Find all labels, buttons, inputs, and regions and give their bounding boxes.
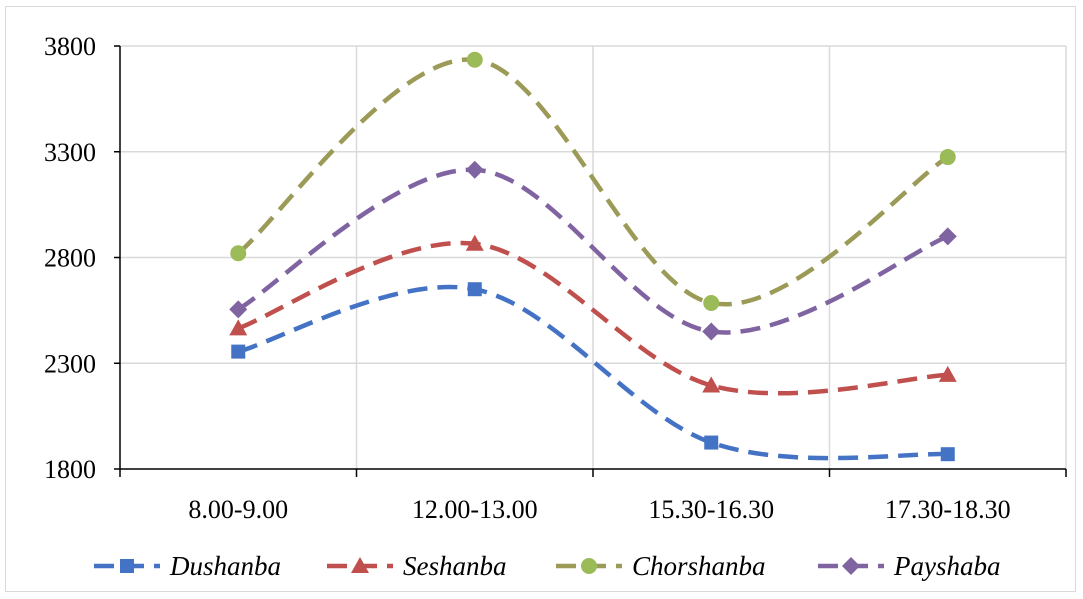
series-line-payshaba xyxy=(237,167,949,335)
data-point-payshaba xyxy=(702,322,721,341)
data-point-chorshanba xyxy=(230,245,247,262)
data-point-seshanba xyxy=(702,376,721,393)
x-tick-labels: 8.00-9.00 12.00-13.00 15.30-16.30 17.30-… xyxy=(188,495,1010,524)
data-point-dushanba xyxy=(467,282,482,297)
legend-marker xyxy=(120,559,134,573)
series-line-chorshanba xyxy=(236,57,949,307)
legend-swatch xyxy=(818,557,884,575)
data-point-payshaba xyxy=(938,227,957,246)
data-point-payshaba xyxy=(465,160,484,179)
data-point-dushanba xyxy=(940,447,955,462)
y-tick-labels: 1800 2300 2800 3300 3800 xyxy=(44,32,96,484)
data-point-dushanba xyxy=(231,344,246,359)
series-lines xyxy=(236,57,949,461)
gridlines xyxy=(120,45,1067,469)
data-point-payshaba xyxy=(229,300,248,319)
legend-item-seshanba: Seshanba xyxy=(327,551,507,581)
legend-marker xyxy=(842,557,860,575)
legend-swatch xyxy=(327,557,393,573)
legend-swatch xyxy=(94,559,160,573)
y-tick-label: 2300 xyxy=(44,349,96,378)
legend-item-dushanba: Dushanba xyxy=(94,551,281,581)
legend-item-payshaba: Payshaba xyxy=(818,551,1000,581)
legend-label: Dushanba xyxy=(169,551,281,581)
data-point-seshanba xyxy=(465,234,484,251)
legend-marker xyxy=(351,557,369,573)
data-point-chorshanba xyxy=(703,294,720,311)
series-markers xyxy=(229,51,957,462)
series-line-dushanba xyxy=(237,284,948,461)
data-point-chorshanba xyxy=(466,51,483,68)
legend-marker xyxy=(581,558,597,574)
y-tick-label: 3300 xyxy=(44,138,96,167)
x-tick-label: 12.00-13.00 xyxy=(412,495,538,524)
legend: Dushanba Seshanba Chorshanba Payshaba xyxy=(94,551,1000,581)
x-tick-label: 15.30-16.30 xyxy=(648,495,774,524)
y-tick-label: 1800 xyxy=(44,455,96,484)
legend-item-chorshanba: Chorshanba xyxy=(556,551,766,581)
x-tick-label: 8.00-9.00 xyxy=(188,495,288,524)
y-tick-label: 3800 xyxy=(44,32,96,61)
legend-label: Seshanba xyxy=(403,551,507,581)
x-tick-label: 17.30-18.30 xyxy=(885,495,1011,524)
axes xyxy=(114,45,1067,477)
data-point-dushanba xyxy=(704,435,719,450)
data-point-seshanba xyxy=(229,319,248,336)
data-point-seshanba xyxy=(938,365,957,382)
legend-swatch xyxy=(556,558,622,574)
legend-label: Chorshanba xyxy=(632,551,766,581)
data-point-chorshanba xyxy=(939,149,956,166)
y-tick-label: 2800 xyxy=(44,244,96,273)
legend-label: Payshaba xyxy=(893,551,1000,581)
